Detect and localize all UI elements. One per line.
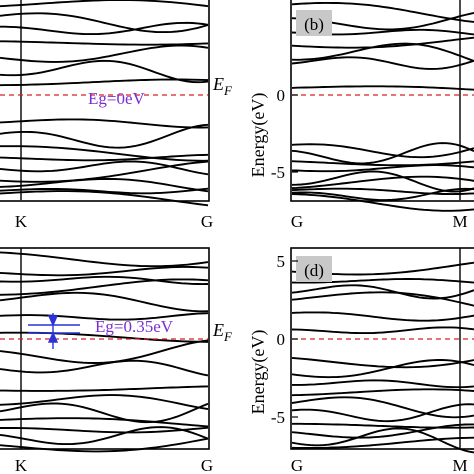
panel-b-label: (b): [304, 15, 324, 34]
panel-b-band-6: [291, 56, 474, 70]
panel-d-band-11: [291, 396, 474, 419]
panel-b-band-11: [291, 164, 474, 173]
panel-c-band-2: [0, 265, 209, 277]
panel-b-kpoint-m: M: [452, 212, 467, 231]
panel-a-band-structure: Eg=0eV K G: [0, 0, 213, 231]
panel-a-band-10: [0, 145, 209, 162]
panel-b-bands: [291, 1, 474, 212]
panel-d-band-15: [291, 427, 474, 454]
panel-a-band-7: [0, 78, 209, 87]
panel-d-band-7: [291, 356, 474, 369]
panel-a-band-8: [0, 118, 209, 129]
panel-a-band-15: [0, 187, 209, 195]
panel-a-band-1: [0, 0, 209, 8]
fermi-label-bottom: EF: [212, 320, 233, 344]
panel-a-eg-label: Eg=0eV: [88, 89, 146, 108]
panel-d-bands: [291, 261, 474, 454]
fermi-label-sub: F: [223, 83, 233, 98]
panel-a-band-11: [0, 153, 209, 162]
panel-c-band-14: [0, 426, 209, 434]
panel-a-band-14: [0, 177, 209, 193]
panel-d-band-4: [291, 291, 474, 307]
panel-c-band-11: [0, 394, 209, 411]
panel-d-ytick-label-5: 5: [277, 252, 286, 271]
panel-b-band-7: [291, 85, 474, 91]
panel-c-gap-marker: [28, 313, 80, 349]
panel-d-band-structure: (d) 5 0 -5 Energy(eV) G M: [248, 247, 474, 474]
panel-d-band-13: [292, 422, 474, 429]
panel-b-band-14: [291, 187, 474, 196]
panel-b-band-9: [291, 142, 474, 165]
panel-a-band-16: [0, 190, 209, 207]
panel-b-band-10: [291, 160, 474, 167]
panel-b-label-box: [296, 10, 332, 36]
panel-d-label: (d): [304, 261, 324, 280]
panel-b-band-13: [291, 175, 474, 190]
panel-a-band-3: [0, 21, 209, 36]
panel-b-band-1: [291, 1, 474, 23]
panel-d-band-12: [291, 403, 474, 423]
panel-d-kpoint-g: G: [291, 456, 303, 474]
panel-a-bands: [0, 0, 209, 207]
panel-c-band-8: [0, 339, 209, 364]
panel-c-eg-label: Eg=0.35eV: [95, 317, 174, 336]
fermi-label-main: E: [212, 74, 224, 94]
panel-b-band-15: [291, 187, 474, 202]
fermi-label-top: EF: [212, 74, 233, 98]
panel-b-ylabel: Energy(eV): [248, 93, 269, 178]
panel-d-band-14: [291, 423, 474, 439]
panel-d-kpoint-m: M: [452, 456, 467, 474]
fermi-label-bottom-main: E: [212, 320, 224, 340]
panel-b-band-8: [291, 143, 474, 159]
panel-b-band-16: [291, 193, 474, 212]
panel-a-band-9: [0, 123, 209, 149]
panel-c-band-16: [0, 437, 209, 453]
panel-d-band-8: [291, 359, 474, 379]
panel-a-band-4: [0, 40, 209, 46]
panel-d-band-9: [292, 379, 474, 389]
panel-c-band-4: [0, 278, 209, 296]
panel-b-band-4: [291, 36, 474, 49]
panel-b-band-5: [291, 42, 474, 62]
panel-d-label-box: [296, 256, 332, 282]
panel-d-band-16: [291, 436, 474, 449]
panel-b-ytick-label-0: 0: [277, 86, 286, 105]
panel-a-band-12: [0, 160, 209, 176]
panel-a-band-13: [0, 160, 209, 183]
panel-b-band-structure: (b) 0 -5 Energy(eV) G M: [248, 0, 474, 231]
panel-a-band-2: [0, 12, 209, 34]
panel-c-kpoint-g: G: [201, 456, 213, 474]
panel-c-band-6: [0, 312, 209, 321]
panel-a-kpoint-k: K: [15, 212, 28, 231]
panel-d-band-2: [292, 278, 474, 284]
panel-b-kpoint-g: G: [291, 212, 303, 231]
panel-a-band-6: [0, 59, 209, 84]
panel-d-ytick-label-0: 0: [277, 330, 286, 349]
panel-d-band-10: [291, 388, 474, 397]
panel-d-band-5: [291, 311, 474, 322]
panel-c-band-structure: Eg=0.35eV K G: [0, 247, 213, 474]
panel-c-band-13: [0, 417, 209, 428]
panel-c-band-10: [0, 385, 209, 392]
fermi-label-bottom-sub: F: [223, 329, 233, 344]
panel-a-kpoint-g: G: [201, 212, 213, 231]
panel-a-band-5: [0, 44, 209, 63]
panel-d-frame: [290, 247, 474, 450]
panel-c-band-5: [0, 291, 209, 313]
panel-c-frame: [0, 247, 210, 450]
panel-b-ytick-label-neg5: -5: [271, 163, 285, 182]
panel-d-ylabel: Energy(eV): [248, 330, 269, 415]
panel-c-band-12: [0, 402, 209, 424]
panel-d-ytick-label-neg5: -5: [271, 408, 285, 427]
panel-c-band-15: [0, 426, 209, 446]
panel-c-band-3: [0, 275, 209, 286]
panel-d-band-6: [291, 326, 474, 335]
panel-c-band-9: [0, 359, 209, 377]
panel-c-bands: [0, 251, 209, 453]
panel-c-band-1: [0, 251, 209, 268]
panel-c-kpoint-k: K: [15, 456, 28, 474]
panel-a-frame: [0, 0, 210, 202]
